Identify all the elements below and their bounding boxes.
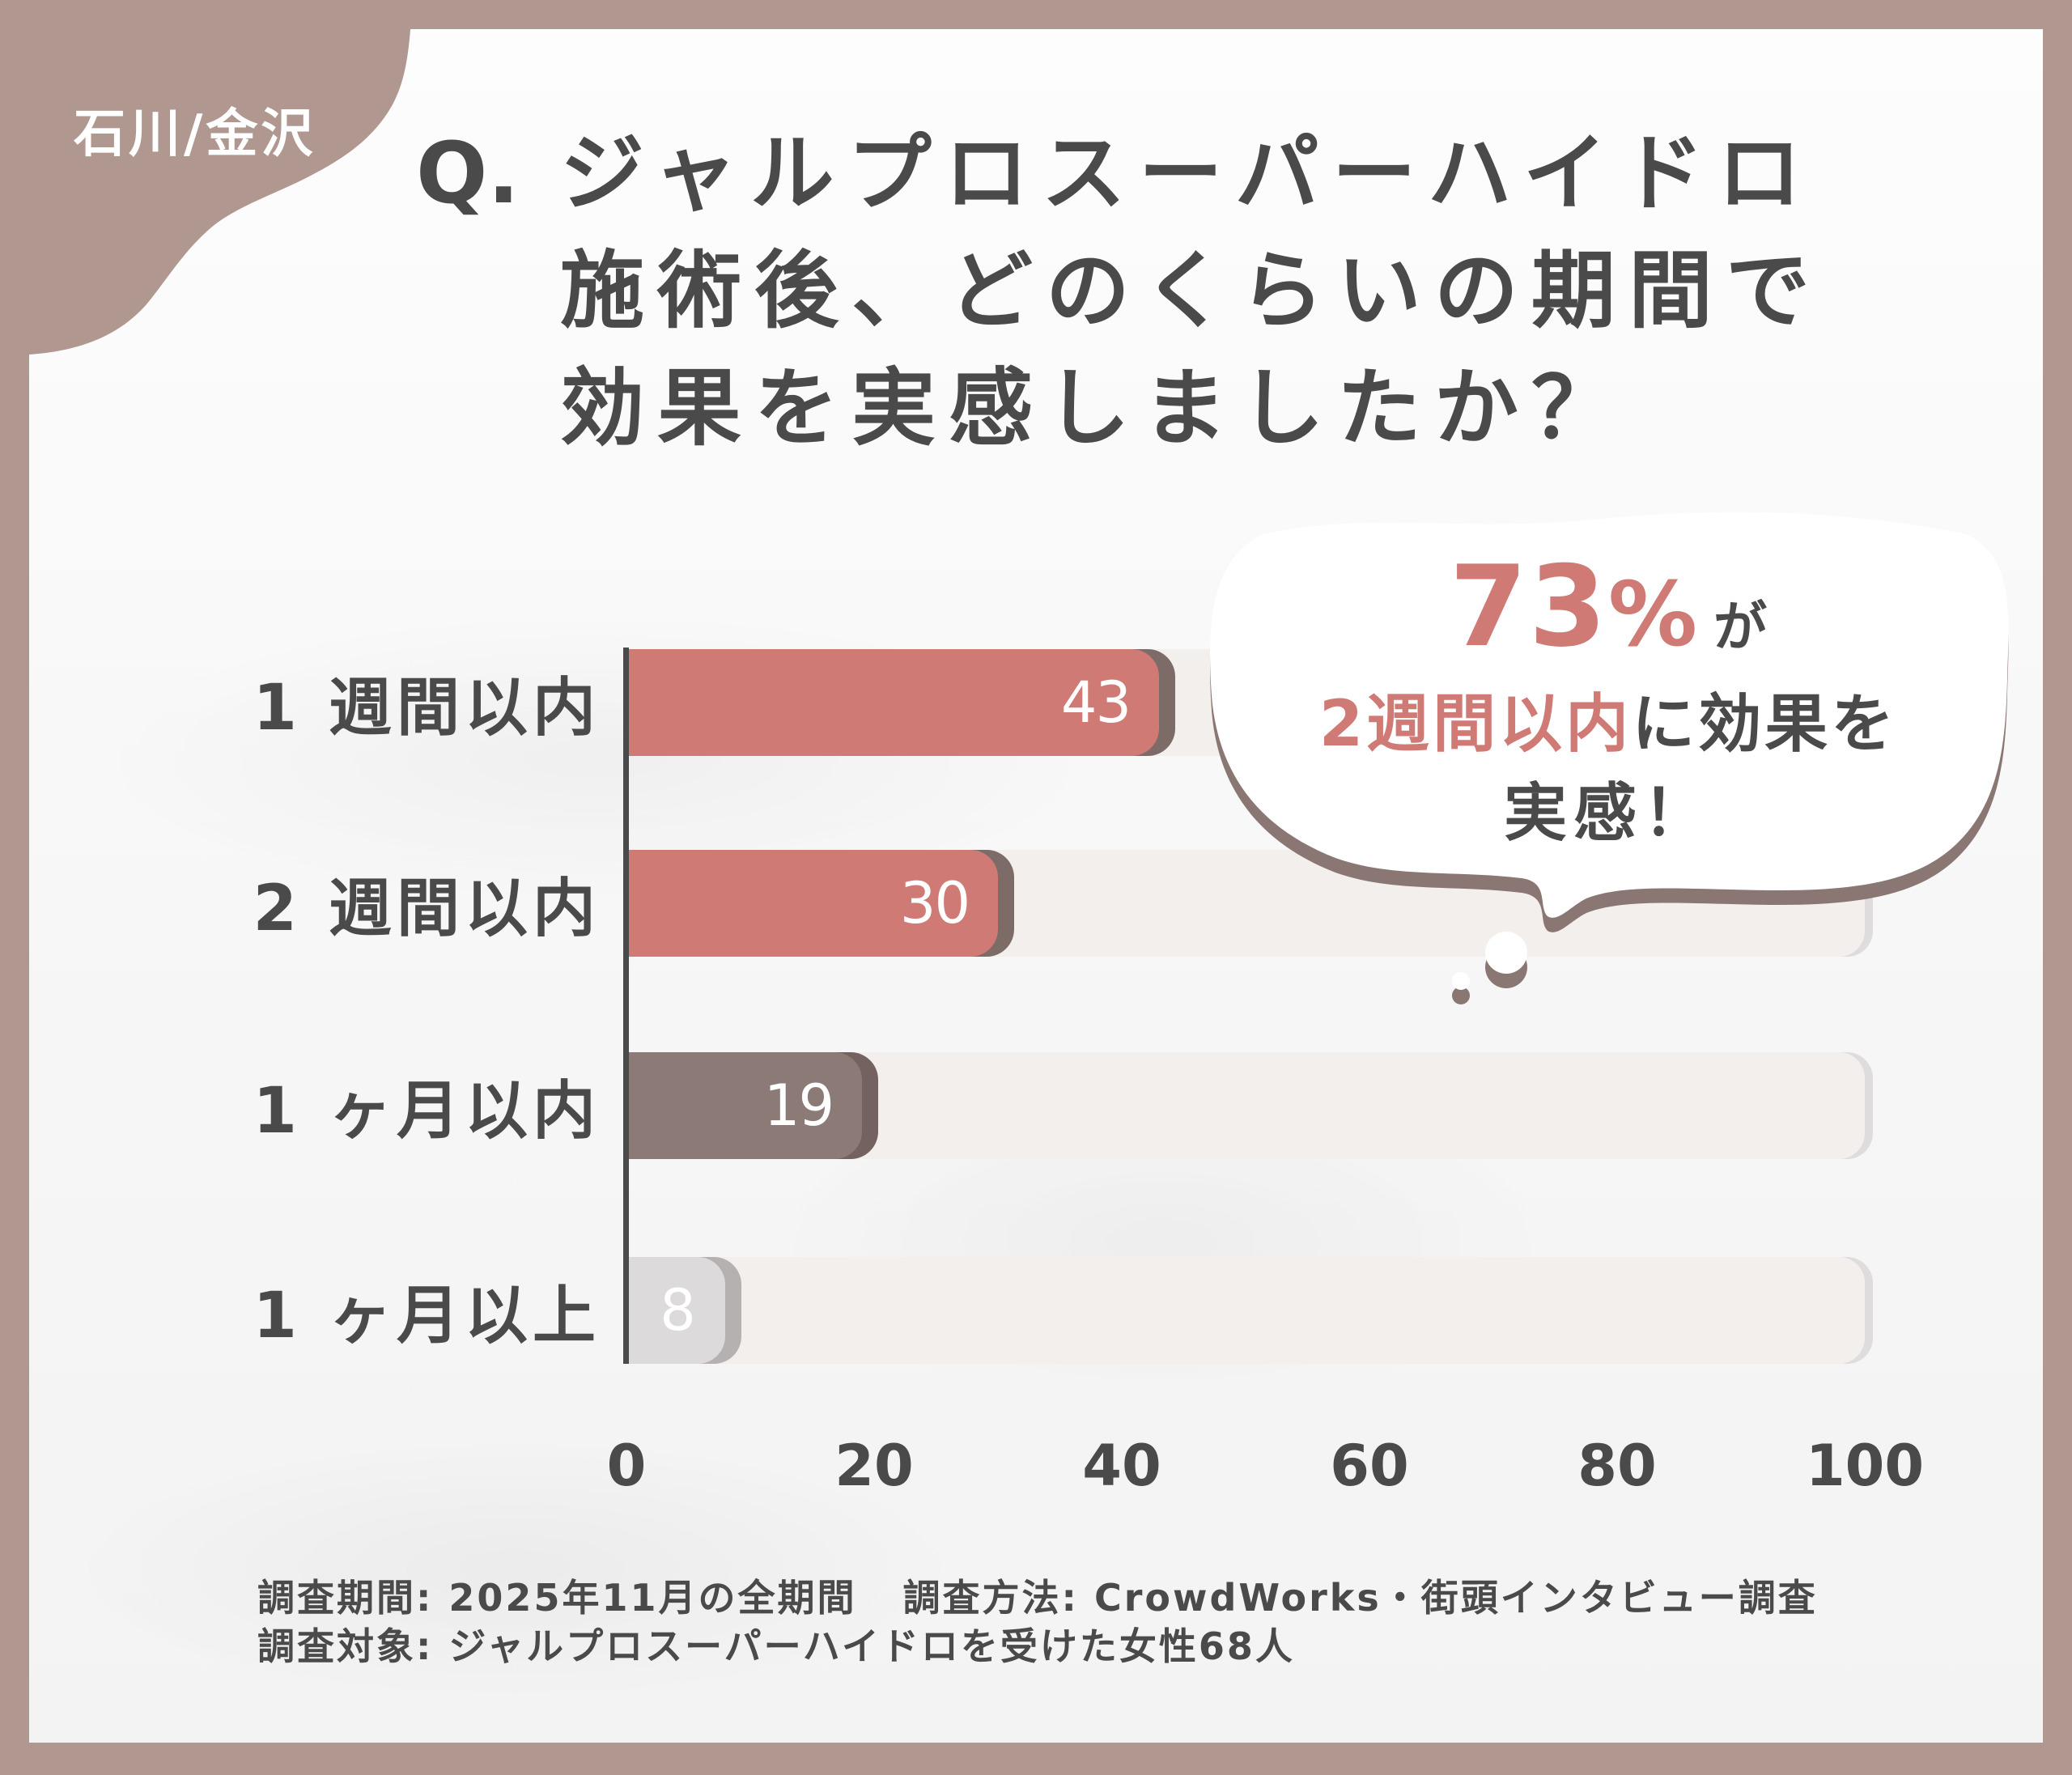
survey-footer: 調査期間: 2025年11月の全期間 調査方法: CrowdWorks・街頭イン… [257,1573,1818,1671]
title-line-3: 効果を実感しましたか？ [560,359,1629,457]
footer-target-label: 調査対象: [257,1624,434,1668]
x-tick-label: 80 [1577,1433,1657,1499]
category-label: 1 ヶ月以上 [253,1280,601,1352]
category-label: 1 週間以内 [253,672,601,745]
bar-value: 30 [899,870,970,936]
bar-value: 8 [660,1277,696,1344]
question-prefix: Q. [416,124,520,223]
region-tag-shape [29,29,410,355]
footer-period-label: 調査期間: [257,1576,434,1620]
category-label: 1 ヶ月以内 [253,1075,601,1148]
x-tick-label: 60 [1330,1433,1409,1499]
region-tag: 石川/金沢 [74,104,316,164]
bar-track [629,1257,1865,1364]
x-tick-label: 40 [1082,1433,1161,1499]
footer-period-value: 2025年11月の全期間 [448,1576,857,1620]
bar-1: 43 [629,649,1159,756]
x-tick-label: 100 [1805,1433,1925,1499]
footer-method-label: 調査方法: [902,1576,1079,1620]
bar-3: 19 [629,1052,862,1159]
bar-4: 8 [629,1257,725,1364]
x-tick-label: 0 [606,1433,647,1499]
bar-value: 19 [763,1072,834,1139]
bar-value: 43 [1060,669,1132,736]
title-line-2: 施術後、どのくらいの期間で [560,241,1824,340]
question-title: Q. ジャルプロスーパーハイドロ 施術後、どのくらいの期間で 効果を実感しましたか… [416,115,1823,467]
footer-target-value: ジャルプロスーパーハイドロを受けた女性68人 [448,1624,1295,1668]
y-axis-line [623,648,629,1364]
title-text-1: ジャルプロスーパーハイドロ [560,124,1815,223]
category-label: 2 週間以内 [253,873,601,945]
x-tick-label: 20 [834,1433,914,1499]
title-line-1: Q. ジャルプロスーパーハイドロ [416,115,1823,232]
bar-2: 30 [629,850,998,957]
footer-method-value: CrowdWorks・街頭インタビュー調査 [1093,1576,1818,1620]
